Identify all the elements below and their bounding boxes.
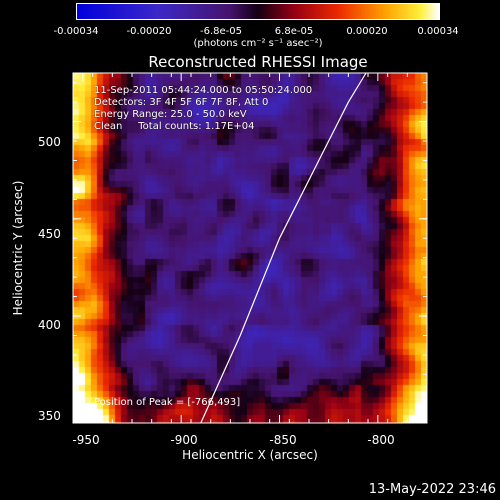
colorbar-tick: -0.00020 [126, 26, 172, 37]
colorbar-tick: 0.00034 [417, 26, 459, 37]
colorbar-gradient [77, 4, 439, 19]
x-axis-label: Heliocentric X (arcsec) [182, 448, 318, 462]
info-line-detectors: Detectors: 3F 4F 5F 6F 7F 8F, Att 0 [94, 97, 269, 108]
y-tick-label: 500 [38, 135, 61, 149]
colorbar [76, 3, 440, 20]
colorbar-tick: -0.00034 [53, 26, 99, 37]
x-tick-label: -950 [72, 433, 100, 447]
x-tick-label: -850 [269, 433, 297, 447]
rhessi-image [73, 73, 427, 423]
info-line-time: 11-Sep-2011 05:44:24.000 to 05:50:24.000 [94, 85, 313, 96]
timestamp: 13-May-2022 23:46 [368, 482, 496, 497]
info-line-clean: Clean Total counts: 1.17E+04 [94, 121, 255, 132]
y-tick-label: 400 [38, 318, 61, 332]
peak-position: Position of Peak = [-766,493] [94, 397, 241, 408]
y-tick-label: 350 [38, 409, 61, 423]
y-tick-label: 450 [38, 227, 61, 241]
x-tick-label: -800 [367, 433, 395, 447]
y-axis-label: Heliocentric Y (arcsec) [11, 180, 25, 316]
colorbar-tick: 6.8e-05 [274, 26, 314, 37]
info-line-energy: Energy Range: 25.0 - 50.0 keV [94, 109, 247, 120]
colorbar-unit-label: (photons cm⁻² s⁻¹ asec⁻²) [193, 38, 323, 49]
image-title: Reconstructed RHESSI Image [148, 53, 368, 71]
solar-limb-curve [200, 72, 367, 424]
x-tick-label: -900 [170, 433, 198, 447]
colorbar-tick: 0.00020 [346, 26, 388, 37]
colorbar-tick: -6.8e-05 [200, 26, 242, 37]
